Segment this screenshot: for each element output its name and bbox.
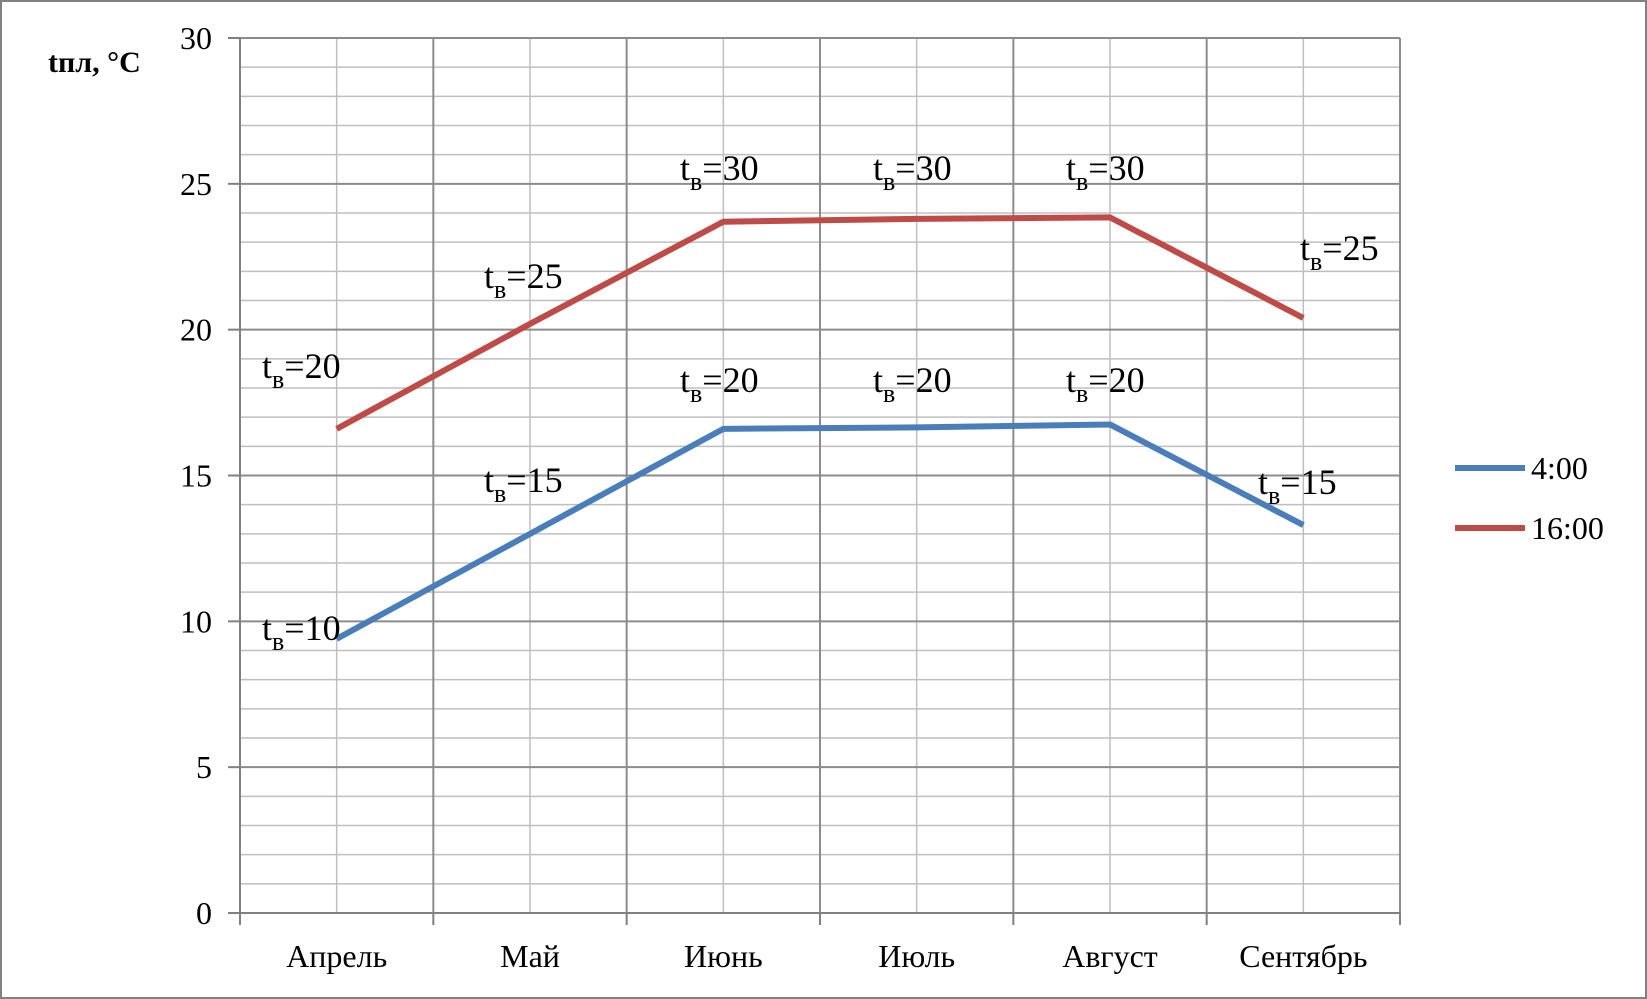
- x-tick-labels: Апрель Май Июнь Июль Август Сентябрь: [286, 938, 1367, 974]
- legend-label: 16:00: [1531, 510, 1604, 546]
- y-tick-label: 10: [180, 603, 212, 639]
- data-label: tв=25: [1300, 228, 1379, 276]
- x-tick-label: Май: [500, 938, 560, 974]
- data-label: tв=20: [873, 360, 952, 408]
- x-tick-label: Сентябрь: [1239, 938, 1367, 974]
- y-tick-labels: 0 5 10 15 20 25 30: [180, 20, 212, 931]
- x-tick-label: Август: [1062, 938, 1158, 974]
- y-tick-label: 0: [196, 895, 212, 931]
- series-lines: [335, 214, 1305, 642]
- data-label: tв=15: [1258, 462, 1337, 510]
- data-annotations: tв=10 tв=15 tв=20 tв=20 tв=20 tв=15 tв=20 tв=25…: [262, 148, 1379, 656]
- y-axis-label: tпл, °C: [48, 46, 141, 79]
- axes: [228, 37, 1401, 925]
- x-tick-label: Апрель: [286, 938, 387, 974]
- data-label: tв=30: [1066, 148, 1145, 196]
- data-label: tв=20: [262, 346, 341, 394]
- data-label: tв=30: [680, 148, 759, 196]
- x-tick-label: Июнь: [684, 938, 763, 974]
- y-tick-label: 30: [180, 20, 212, 56]
- series-line-1: [335, 214, 1305, 432]
- y-tick-label: 25: [180, 166, 212, 202]
- major-gridlines: [240, 37, 1401, 913]
- legend: 4:00 16:00: [1455, 450, 1604, 546]
- y-tick-label: 5: [196, 749, 212, 785]
- data-label: tв=20: [1066, 360, 1145, 408]
- data-label: tв=30: [873, 148, 952, 196]
- data-label: tв=10: [262, 608, 341, 656]
- series-line-0: [335, 421, 1305, 642]
- y-tick-label: 15: [180, 458, 212, 494]
- data-label: tв=25: [484, 256, 563, 304]
- legend-label: 4:00: [1531, 450, 1588, 486]
- x-tick-label: Июль: [878, 938, 955, 974]
- data-label: tв=15: [484, 460, 563, 508]
- data-label: tв=20: [680, 360, 759, 408]
- y-tick-label: 20: [180, 312, 212, 348]
